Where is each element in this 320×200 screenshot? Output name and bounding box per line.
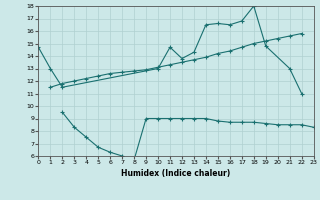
X-axis label: Humidex (Indice chaleur): Humidex (Indice chaleur) [121, 169, 231, 178]
